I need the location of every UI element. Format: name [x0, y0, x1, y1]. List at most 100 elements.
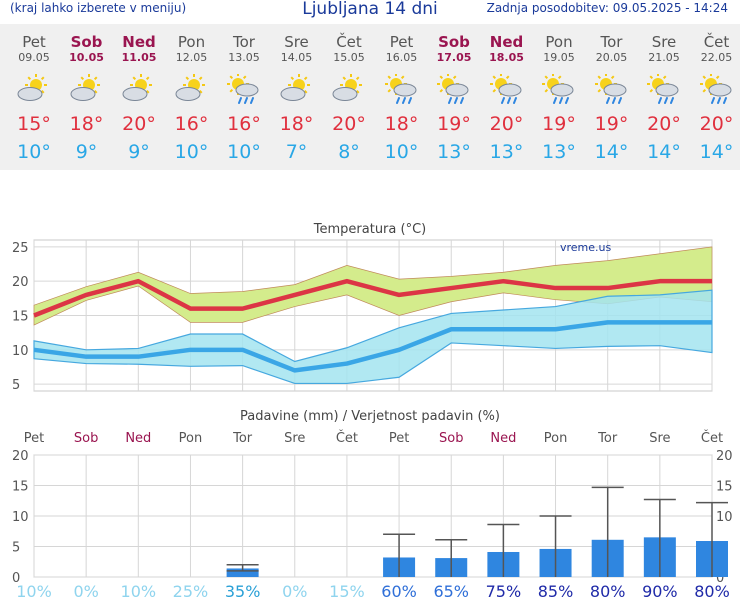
min-temp: 9° [75, 141, 98, 163]
sun-rain-icon [541, 73, 577, 104]
min-temp: 10° [227, 141, 261, 163]
x-tick-label: Sre [284, 431, 305, 446]
max-temp: 18° [69, 113, 104, 135]
precip-probability-label: 10% [121, 582, 157, 600]
day-name: Sre [284, 33, 309, 51]
day-name: Sob [438, 33, 470, 51]
y-tick-label-right: 0 [716, 571, 724, 586]
max-temp: 15° [17, 113, 51, 135]
day-date: 20.05 [595, 51, 628, 64]
day-column: Tor 13.05 16° 10° [218, 24, 270, 164]
max-temp: 19° [437, 113, 471, 135]
precip-probability-label: 0% [282, 582, 307, 600]
day-name: Sre [651, 33, 677, 51]
sun-rain-icon [594, 73, 630, 104]
day-date: 10.05 [69, 51, 104, 64]
y-tick-label: 5 [12, 541, 20, 556]
precip-probability-label: 75% [486, 582, 522, 600]
y-tick-label: 0 [12, 571, 20, 586]
y-tick-label: 10 [12, 510, 29, 525]
y-tick-label-right: 15 [716, 480, 733, 495]
watermark: vreme.us [560, 241, 612, 254]
max-temp-line [33, 278, 712, 318]
y-tick-label-right: 10 [716, 510, 733, 525]
min-temp: 13° [437, 141, 471, 163]
day-name: Pet [389, 33, 414, 51]
min-temp: 14° [594, 141, 629, 163]
partly-cloudy-icon [121, 74, 157, 104]
partly-cloudy-icon [69, 74, 105, 104]
precip-probability-label: 90% [642, 582, 678, 600]
y-tick-label: 15 [12, 310, 29, 325]
day-name: Čet [703, 33, 730, 51]
day-column: Čet 22.05 20° 14° [691, 24, 740, 164]
y-tick-label-right: 20 [716, 449, 733, 464]
partly-cloudy-icon [16, 74, 52, 104]
min-temp: 10° [17, 141, 51, 163]
precip-probability-label: 35% [225, 582, 261, 600]
max-temp: 19° [594, 113, 629, 135]
daily-forecast-strip: Pet 09.05 15° 10° Sob 10.05 18° 9° Ned 11.05 20° 9°… [0, 24, 740, 170]
x-tick-label: Pet [24, 431, 44, 446]
min-temp: 10° [174, 141, 209, 163]
day-column: Sob 10.05 18° 9° [61, 24, 113, 164]
sun-rain-icon [646, 73, 682, 104]
day-name: Tor [233, 33, 255, 51]
day-column: Pon 19.05 19° 13° [533, 24, 585, 164]
precip-probability-label: 85% [538, 582, 574, 600]
day-column: Pet 09.05 15° 10° [8, 24, 60, 164]
day-date: 09.05 [18, 51, 50, 64]
x-tick-label: Čet [701, 430, 723, 446]
precip-probability-label: 25% [173, 582, 209, 600]
day-column: Tor 20.05 19° 14° [586, 24, 638, 164]
x-tick-label: Čet [336, 430, 358, 446]
x-tick-label: Sob [74, 431, 98, 446]
partly-cloudy-icon [174, 74, 210, 104]
max-temp: 16° [227, 113, 261, 135]
max-temp: 16° [174, 113, 209, 135]
location-menu-note[interactable]: (kraj lahko izberete v meniju) [10, 1, 187, 15]
chart-title: Temperatura (°C) [313, 222, 426, 237]
partly-cloudy-icon [331, 74, 367, 104]
day-column: Ned 11.05 20° 9° [113, 24, 165, 164]
forecast-charts: 5 10 15 20 25 Temperatura (°C) vreme.us Padavin… [12, 222, 733, 600]
day-name: Pon [177, 33, 206, 51]
min-temp-line [33, 320, 712, 373]
partly-cloudy-icon [279, 74, 315, 104]
y-tick-label: 5 [12, 378, 20, 393]
y-tick-label: 10 [12, 344, 29, 359]
day-date: 17.05 [436, 51, 472, 64]
y-tick-label: 15 [12, 480, 29, 495]
day-date: 21.05 [648, 51, 680, 64]
precip-probability-label: 10% [16, 582, 52, 600]
chart-title: Padavine (mm) / Verjetnost padavin (%) [240, 409, 500, 424]
x-tick-label: Pet [389, 431, 409, 446]
x-tick-label: Pon [179, 431, 203, 446]
min-temp: 8° [338, 141, 360, 163]
day-name: Pet [22, 33, 46, 51]
day-column: Ned 18.05 20° 13° [481, 24, 533, 164]
day-date: 13.05 [228, 51, 260, 64]
min-temp: 9° [128, 141, 150, 163]
sun-rain-icon [226, 73, 262, 104]
x-tick-label: Sob [439, 431, 463, 446]
day-name: Ned [489, 33, 524, 51]
min-temp: 13° [489, 141, 524, 163]
sun-rain-icon [489, 73, 525, 104]
day-date: 14.05 [280, 51, 313, 64]
max-temp: 20° [122, 113, 156, 135]
min-temp: 14° [699, 141, 734, 163]
min-temp: 10° [384, 141, 419, 163]
page-title: Ljubljana 14 dni [302, 0, 438, 19]
max-temp: 19° [542, 113, 576, 135]
day-column: Pon 12.05 16° 10° [166, 24, 218, 164]
min-temp: 7° [285, 141, 308, 163]
min-temp: 14° [647, 141, 681, 163]
day-date: 11.05 [121, 51, 157, 64]
max-temp: 18° [384, 113, 419, 135]
sun-rain-icon [436, 73, 472, 104]
day-column: Sre 21.05 20° 14° [638, 24, 690, 164]
day-column: Sob 17.05 19° 13° [428, 24, 480, 164]
x-tick-label: Sre [649, 431, 670, 446]
day-date: 12.05 [175, 51, 208, 64]
